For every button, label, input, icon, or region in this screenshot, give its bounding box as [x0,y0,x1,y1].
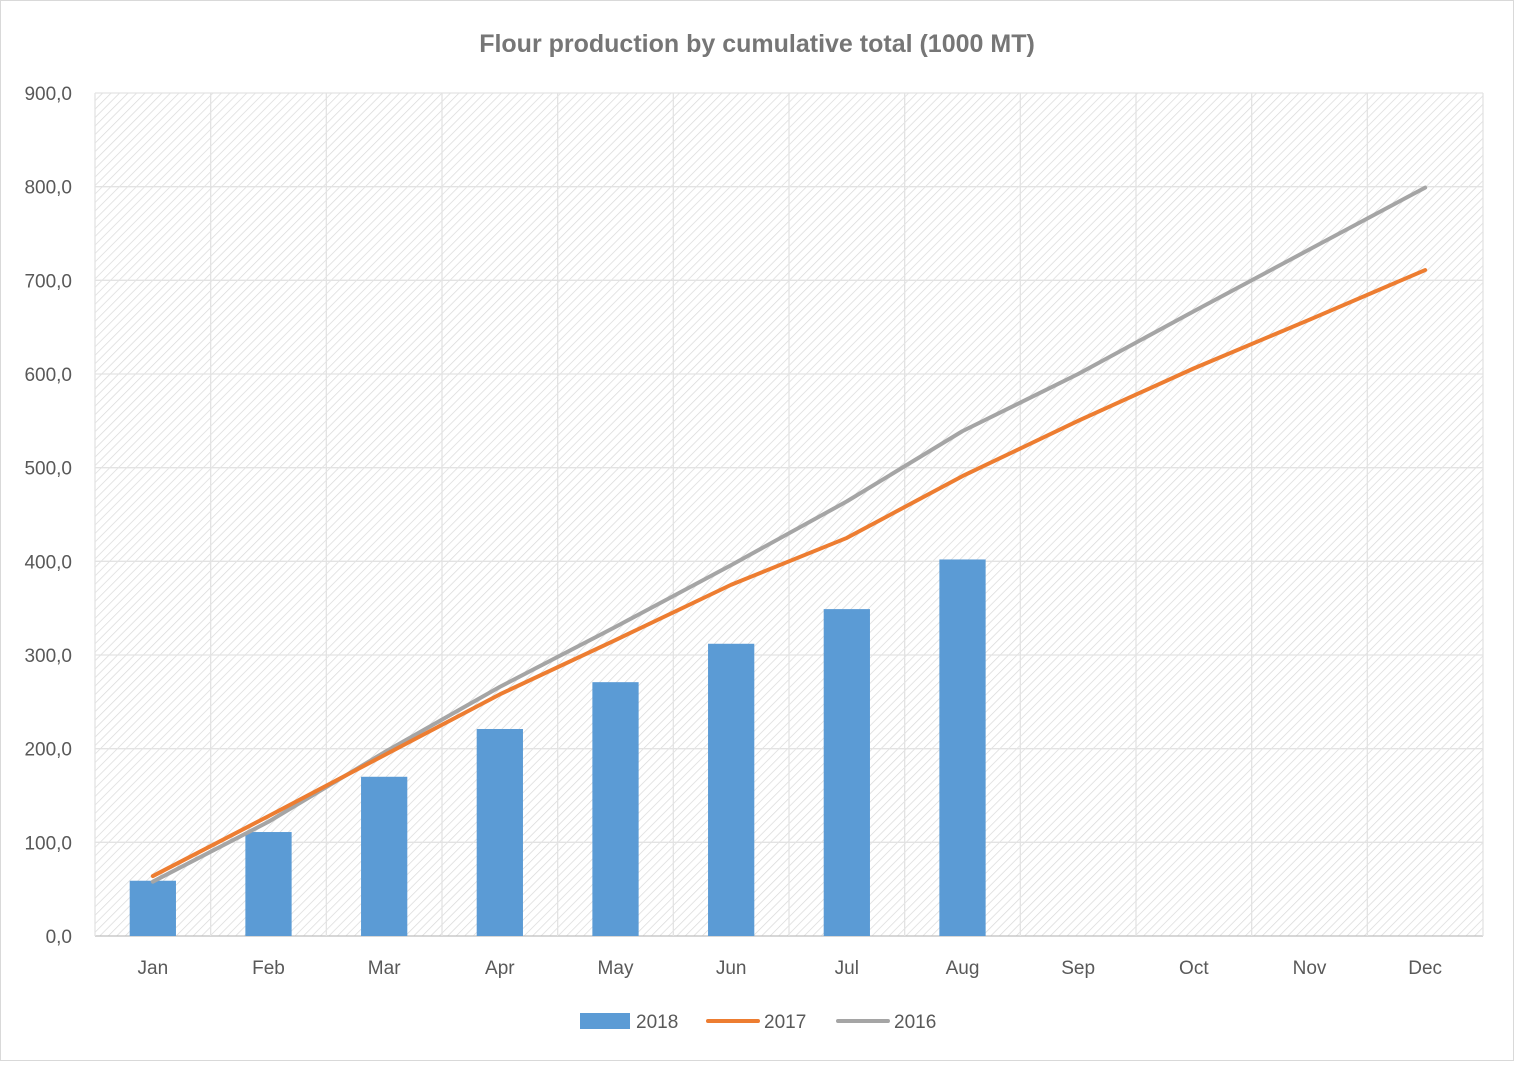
bar-series-2018 [129,559,986,936]
line-2017 [150,268,1428,879]
bar-2018-feb [245,832,292,936]
legend-label-2018: 2018 [636,1012,678,1033]
x-axis: Jan Feb Mar Apr May Jun Jul Aug Sep Oct Nov Dec [138,958,1443,979]
y-tick-label: 200,0 [24,740,72,761]
x-tick-label: Jul [835,958,859,979]
legend-label-2017: 2017 [764,1012,806,1033]
y-tick-label: 500,0 [24,459,72,480]
bar-2018-jun [708,643,755,936]
chart-title: Flour production by cumulative total (10… [479,30,1035,58]
x-tick-label: Feb [252,958,285,979]
x-tick-label: Oct [1179,958,1209,979]
y-axis: 0,0 100,0 200,0 300,0 400,0 500,0 600,0 700,0 80… [24,84,72,948]
y-tick-label: 0,0 [46,927,72,948]
y-tick-label: 700,0 [24,271,72,292]
bar-2018-apr [476,728,523,936]
x-tick-label: Sep [1061,958,1095,979]
x-tick-label: Aug [946,958,980,979]
legend: 2018 2017 2016 [580,1012,936,1033]
bar-2018-aug [939,559,986,936]
x-tick-label: Dec [1408,958,1442,979]
y-tick-label: 800,0 [24,178,72,199]
y-tick-label: 400,0 [24,552,72,573]
y-tick-label: 300,0 [24,646,72,667]
legend-swatch-2018 [580,1013,630,1029]
y-tick-label: 100,0 [24,833,72,854]
y-tick-label: 900,0 [24,84,72,105]
x-tick-label: Mar [368,958,401,979]
x-tick-label: May [598,958,634,979]
y-tick-label: 600,0 [24,365,72,386]
bar-2018-may [592,682,639,936]
x-tick-label: Nov [1293,958,1327,979]
bar-2018-jul [823,609,870,936]
x-tick-label: Jun [716,958,747,979]
gridlines [94,92,1484,937]
x-tick-label: Apr [485,958,515,979]
bar-2018-mar [361,776,408,936]
line-series [150,185,1428,884]
legend-label-2016: 2016 [894,1012,936,1033]
bar-2018-jan [129,880,176,936]
x-tick-label: Jan [138,958,169,979]
